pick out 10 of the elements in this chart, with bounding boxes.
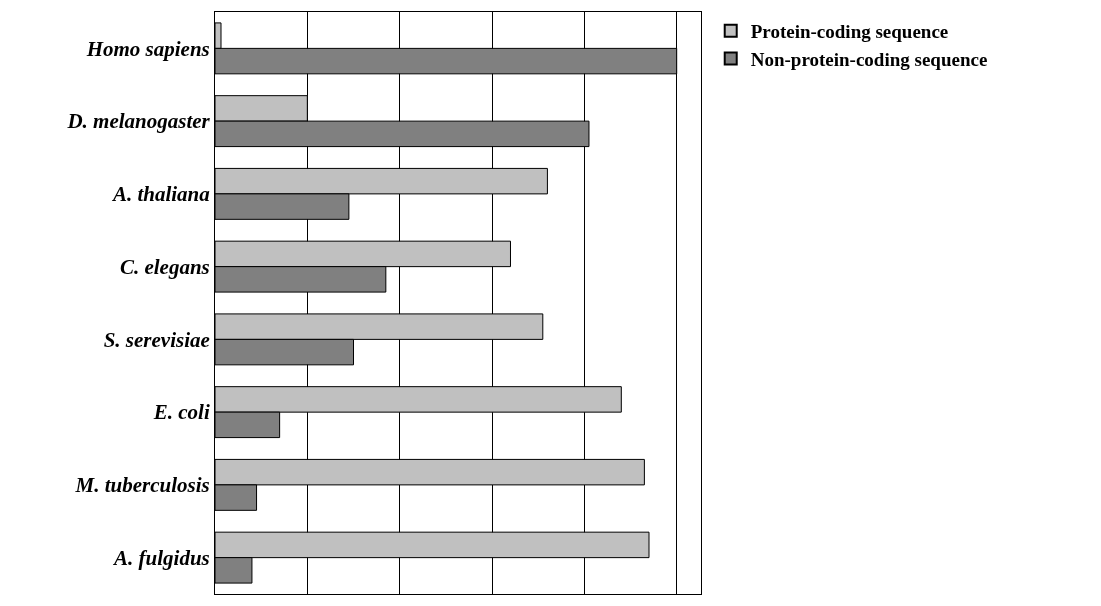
y-tick-label: D. melanogaster — [66, 109, 211, 134]
y-tick-label: E. coli — [152, 400, 210, 425]
y-tick-label: S. serevisiae — [103, 327, 210, 352]
y-tick-label: C. elegans — [119, 254, 210, 279]
y-tick-label: A. thaliana — [110, 182, 210, 207]
y-tick-label: M. tuberculosis — [74, 473, 210, 498]
y-tick-label: Homo sapiens — [85, 36, 210, 61]
legend-label: Non-protein-coding sequence — [750, 48, 988, 70]
y-tick-label: A. fulgidus — [112, 545, 210, 570]
legend-label: Protein-coding sequence — [750, 21, 949, 43]
